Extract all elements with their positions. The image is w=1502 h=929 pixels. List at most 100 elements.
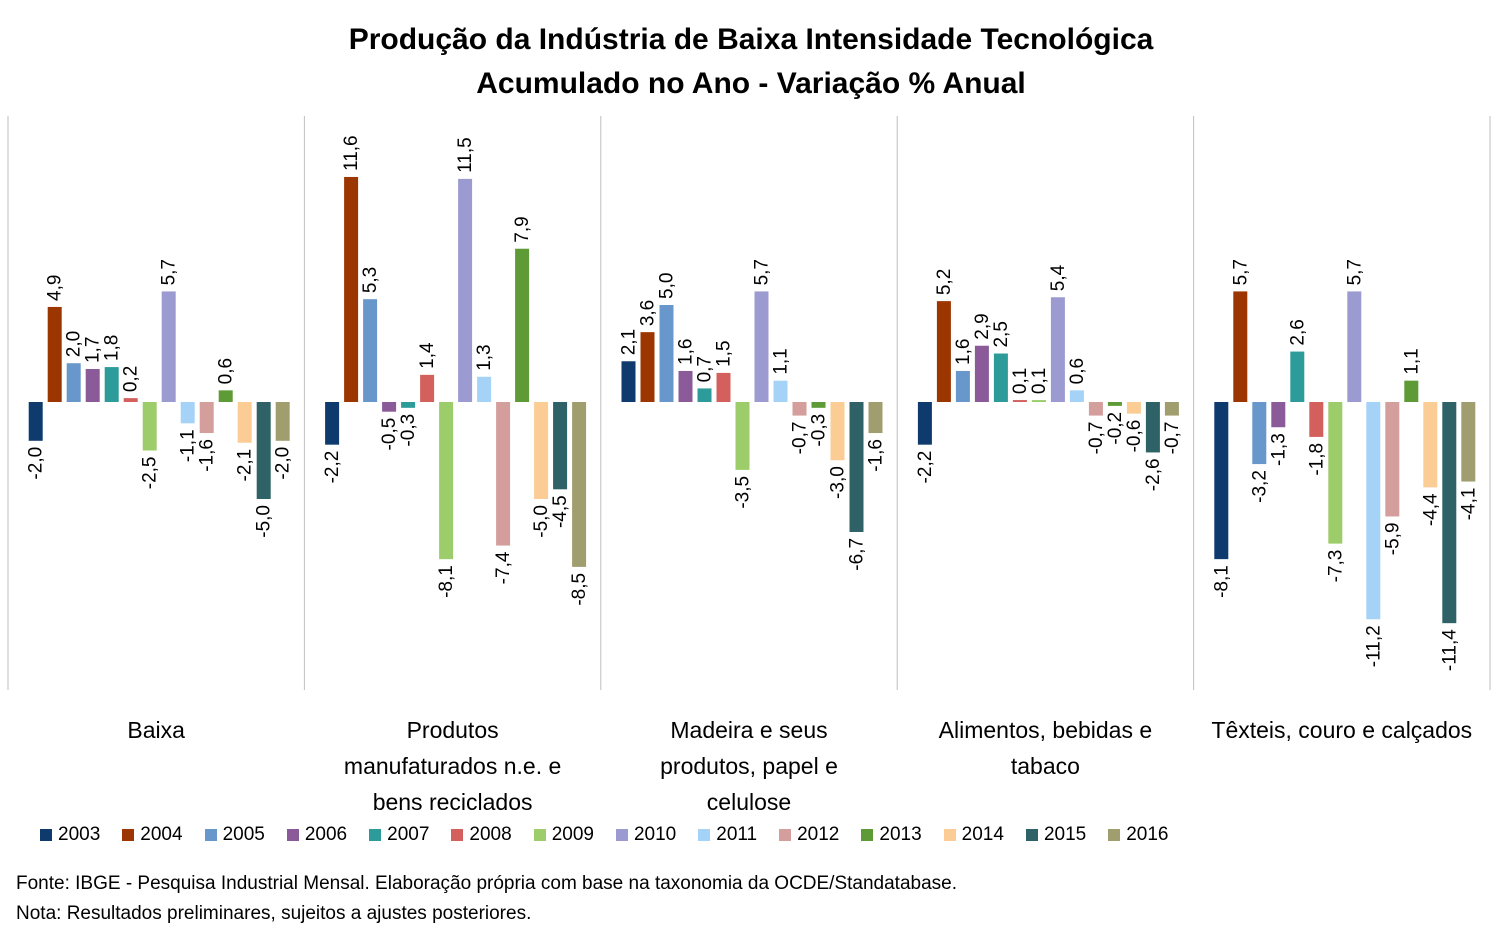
data-label: -5,9 [1382,522,1403,555]
data-label: -2,0 [273,447,294,480]
data-label: -7,3 [1325,550,1346,583]
legend-label: 2009 [551,824,594,845]
data-label: -0,7 [1086,422,1107,455]
data-label: -4,1 [1458,488,1479,521]
category-label: manufaturados n.e. e [344,753,561,779]
data-label: -2,0 [26,447,47,480]
data-label: 2,5 [991,321,1012,347]
legend-label: 2010 [633,824,677,845]
bar-2005 [955,370,970,402]
data-label: -3,5 [733,476,754,509]
bar-2007 [993,353,1008,402]
bar-2003 [28,402,43,441]
legend-swatch [1108,829,1121,841]
data-label: 3,6 [638,300,659,326]
bar-2003 [621,361,636,402]
legend-item-2008: 2008 [451,824,512,846]
bar-2012 [1385,402,1400,517]
bar-2009 [142,402,157,451]
legend-item-2016: 2016 [1108,824,1169,846]
bar-2008 [716,372,731,402]
bar-2003 [1214,402,1229,560]
legend-label: 2007 [387,824,430,845]
legend-label: 2005 [222,824,265,845]
data-label: 1,8 [102,335,123,361]
data-label: -1,6 [866,439,887,472]
bar-2006 [678,370,693,402]
bar-2014 [830,402,845,461]
bar-2014 [534,402,549,499]
data-label: -8,5 [569,573,590,606]
data-label: 4,9 [45,275,66,301]
data-label: -2,5 [140,457,161,490]
data-label: 5,3 [360,267,381,293]
bar-2015 [553,402,568,490]
legend-swatch [40,829,52,841]
bar-2013 [811,402,826,408]
bar-2004 [640,332,655,402]
data-label: 7,9 [512,216,533,242]
data-label: -11,4 [1439,629,1460,671]
data-label: -0,2 [1105,412,1126,445]
category-label: Baixa [127,717,185,743]
data-label: 1,5 [714,340,735,366]
data-label: -0,3 [398,414,419,447]
bar-2004 [1233,291,1248,402]
legend-item-2014: 2014 [943,824,1004,846]
bar-2008 [1309,402,1324,437]
data-label: 5,2 [934,269,955,295]
legend-swatch [204,829,217,841]
bar-2004 [47,306,62,402]
chart-legend: 2003 2004 2005 2006 2007 2008 2009 2010 2011 2012… [40,824,1191,846]
legend-label: 2013 [879,824,922,845]
bar-2010 [161,291,176,402]
legend-swatch [943,829,956,841]
bar-2005 [1252,402,1267,465]
bar-2011 [477,376,492,402]
legend-label: 2015 [1043,824,1087,845]
legend-item-2009: 2009 [533,824,594,846]
data-label: -2,2 [322,451,343,484]
legend-label: 2008 [469,824,512,845]
legend-label: 2012 [797,824,840,845]
data-label: 11,6 [341,135,362,171]
data-label: 2,0 [64,331,85,357]
data-label: -2,6 [1143,458,1164,491]
data-label: 1,7 [83,337,104,363]
bar-2005 [659,305,674,402]
legend-label: 2011 [716,824,758,845]
bar-2007 [104,367,119,402]
bar-2005 [363,299,378,402]
bar-2012 [792,402,807,416]
bar-2015 [849,402,864,532]
bar-2013 [515,248,530,402]
bar-2016 [1461,402,1476,482]
data-label: -11,2 [1363,625,1384,667]
bar-2007 [401,402,416,408]
bar-2003 [325,402,340,445]
data-label: -7,4 [493,551,514,584]
legend-swatch [286,829,299,841]
bar-2005 [66,363,81,402]
data-label: -0,7 [790,422,811,455]
bar-2016 [275,402,290,441]
bar-2015 [256,402,271,499]
bar-2009 [1031,400,1046,402]
bar-2008 [123,398,138,402]
data-label: 0,7 [695,356,716,382]
legend-swatch [122,829,135,841]
legend-item-2004: 2004 [122,824,183,846]
data-label: 5,7 [1230,259,1251,285]
data-label: 5,7 [1344,259,1365,285]
bar-2013 [1404,380,1419,402]
bar-2006 [1271,402,1286,428]
data-label: -5,0 [254,505,275,538]
bar-2011 [773,380,788,402]
bar-2012 [496,402,511,546]
category-label: tabaco [1011,753,1080,779]
category-label: Madeira e seus [670,717,827,743]
legend-swatch [451,829,464,841]
bar-2014 [237,402,252,443]
category-label: Produtos [407,717,499,743]
data-label: 2,9 [972,313,993,339]
